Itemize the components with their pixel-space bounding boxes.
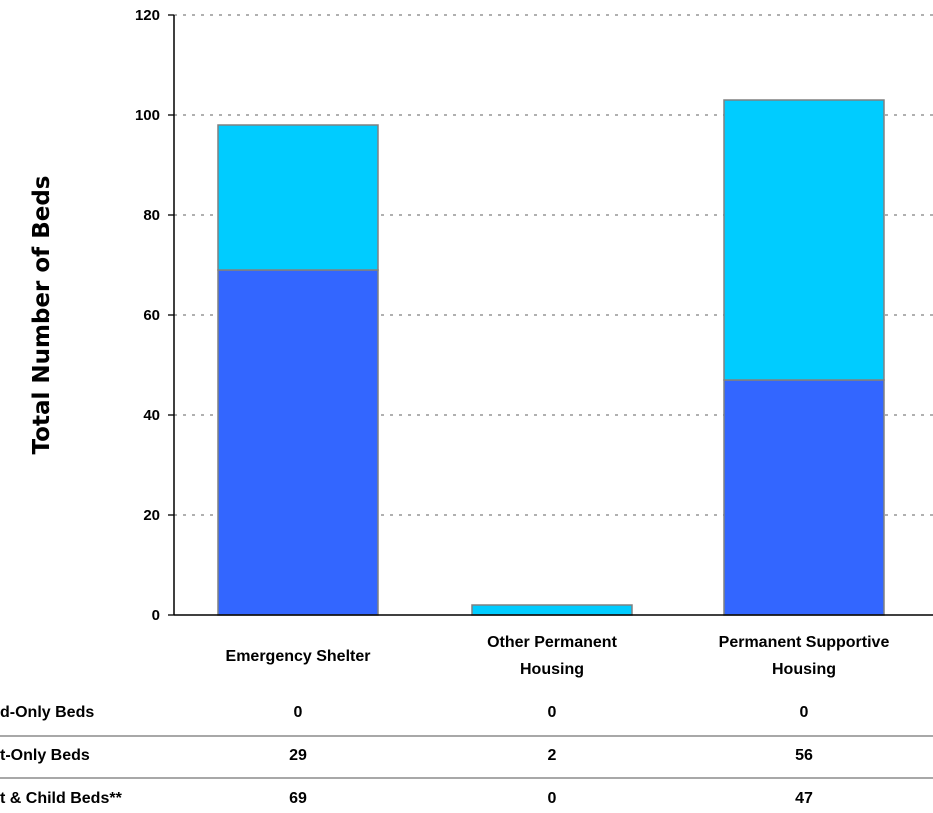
category-label: Housing [520, 661, 584, 678]
y-tick-label: 40 [143, 407, 160, 424]
category-label: Housing [772, 661, 836, 678]
y-tick-label: 100 [135, 107, 160, 124]
category-labels: Emergency Shelter Other Permanent Housing P… [226, 634, 890, 678]
category-label: Other Permanent [487, 634, 617, 651]
table-cell: 0 [294, 704, 303, 721]
table-row-label: t & Child Beds** [0, 790, 123, 807]
table-cell: 69 [289, 790, 307, 807]
bar-segment [723, 379, 885, 616]
y-tick-labels: 0 20 40 60 80 100 120 [135, 7, 160, 624]
bar-segment [217, 124, 379, 271]
table-cell: 2 [548, 747, 557, 764]
table-cell: 0 [548, 704, 557, 721]
y-tick-label: 120 [135, 7, 160, 24]
table-row-label: t-Only Beds [0, 747, 90, 764]
data-table: d-Only Beds 0 0 0 t-Only Beds 29 2 56 t & Child … [0, 704, 933, 807]
y-tick-label: 80 [143, 207, 160, 224]
y-tick-label: 60 [143, 307, 160, 324]
bar-segment [217, 269, 379, 616]
bars [217, 99, 885, 616]
table-row-label: d-Only Beds [0, 704, 94, 721]
bar-segment [723, 99, 885, 381]
category-label: Emergency Shelter [226, 648, 371, 665]
table-cell: 29 [289, 747, 307, 764]
table-cell: 0 [800, 704, 809, 721]
table-cell: 56 [795, 747, 813, 764]
axes [168, 14, 933, 616]
y-axis-label: Total Number of Beds [29, 176, 55, 455]
table-cell: 47 [795, 790, 813, 807]
category-label: Permanent Supportive [719, 634, 890, 651]
table-cell: 0 [548, 790, 557, 807]
bar-segment [471, 604, 633, 616]
y-tick-label: 0 [152, 607, 160, 624]
y-tick-label: 20 [143, 507, 160, 524]
